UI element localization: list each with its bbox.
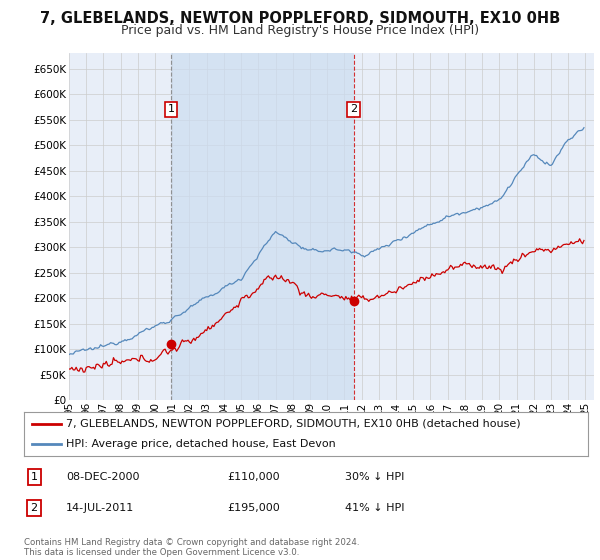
Text: Price paid vs. HM Land Registry's House Price Index (HPI): Price paid vs. HM Land Registry's House … [121, 24, 479, 36]
Text: 30% ↓ HPI: 30% ↓ HPI [346, 472, 405, 482]
Text: HPI: Average price, detached house, East Devon: HPI: Average price, detached house, East… [66, 439, 336, 449]
Text: Contains HM Land Registry data © Crown copyright and database right 2024.
This d: Contains HM Land Registry data © Crown c… [24, 538, 359, 557]
Text: 1: 1 [31, 472, 38, 482]
Text: 1: 1 [167, 104, 175, 114]
Text: 2: 2 [350, 104, 357, 114]
Text: £110,000: £110,000 [227, 472, 280, 482]
Text: 08-DEC-2000: 08-DEC-2000 [66, 472, 140, 482]
Text: 7, GLEBELANDS, NEWTON POPPLEFORD, SIDMOUTH, EX10 0HB: 7, GLEBELANDS, NEWTON POPPLEFORD, SIDMOU… [40, 11, 560, 26]
Text: £195,000: £195,000 [227, 503, 280, 514]
Bar [171, 53, 354, 400]
Text: 7, GLEBELANDS, NEWTON POPPLEFORD, SIDMOUTH, EX10 0HB (detached house): 7, GLEBELANDS, NEWTON POPPLEFORD, SIDMOU… [66, 419, 521, 429]
Text: 14-JUL-2011: 14-JUL-2011 [66, 503, 134, 514]
Text: 41% ↓ HPI: 41% ↓ HPI [346, 503, 405, 514]
Text: 2: 2 [31, 503, 38, 514]
